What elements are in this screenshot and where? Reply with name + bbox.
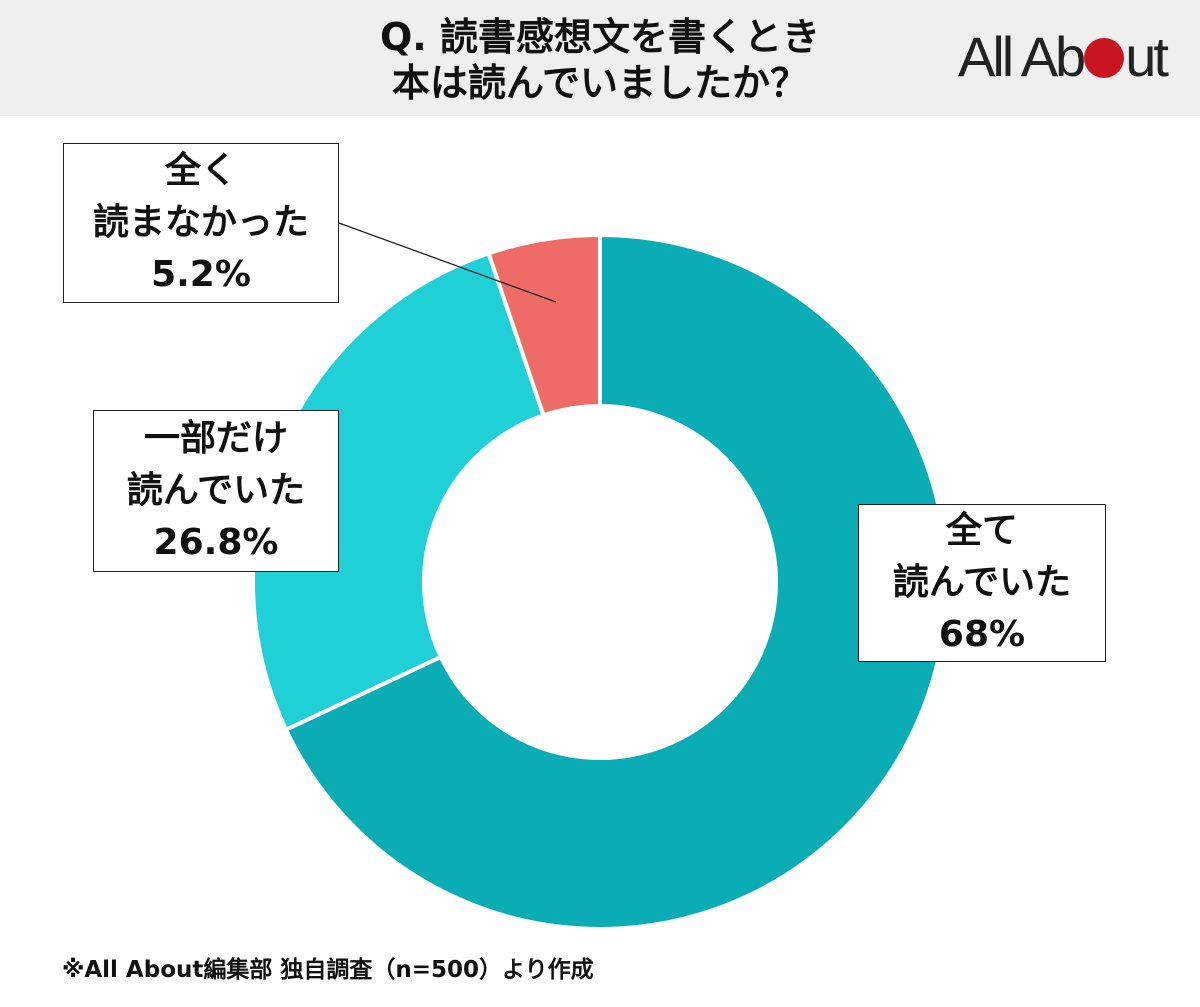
callout-part-value: 26.8% xyxy=(153,522,279,563)
slice-all-read xyxy=(283,232,949,931)
callout-all-value: 68% xyxy=(938,614,1026,655)
callout-none-line-2: 読まなかった xyxy=(92,202,309,243)
callout-none-line-1: 全く xyxy=(164,150,237,191)
logo-text-right: ut xyxy=(1125,24,1169,88)
callout-all-line-1: 全て xyxy=(945,510,1018,551)
donut-slices xyxy=(251,232,949,931)
callout-all-read: 全て 読んでいた 68% xyxy=(858,504,1106,662)
callout-part-line-2: 読んでいた xyxy=(126,470,306,511)
callout-all-line-2: 読んでいた xyxy=(892,562,1072,603)
callout-leader-line xyxy=(338,222,557,303)
chart-title: Q. 読書感想文を書くとき 本は読んでいましたか？ xyxy=(300,14,900,106)
logo-text-left: All Ab xyxy=(958,24,1086,88)
logo-red-dot xyxy=(1084,38,1125,78)
all-about-logo: All Ab ut xyxy=(958,24,1169,88)
chart-title-line-2: 本は読んでいましたか？ xyxy=(391,61,809,105)
source-footnote: ※All About編集部 独自調査（n=500）より作成 xyxy=(62,957,594,983)
callout-partly-read: 一部だけ 読んでいた 26.8% xyxy=(93,410,339,572)
callout-part-line-1: 一部だけ xyxy=(143,418,288,459)
chart-title-line-1: Q. 読書感想文を書くとき xyxy=(380,15,820,59)
header-band: Q. 読書感想文を書くとき 本は読んでいましたか？ All Ab ut xyxy=(0,0,1200,116)
slice-none-read xyxy=(486,232,602,418)
callout-none-value: 5.2% xyxy=(151,254,251,295)
callout-none-read: 全く 読まなかった 5.2% xyxy=(63,143,339,303)
